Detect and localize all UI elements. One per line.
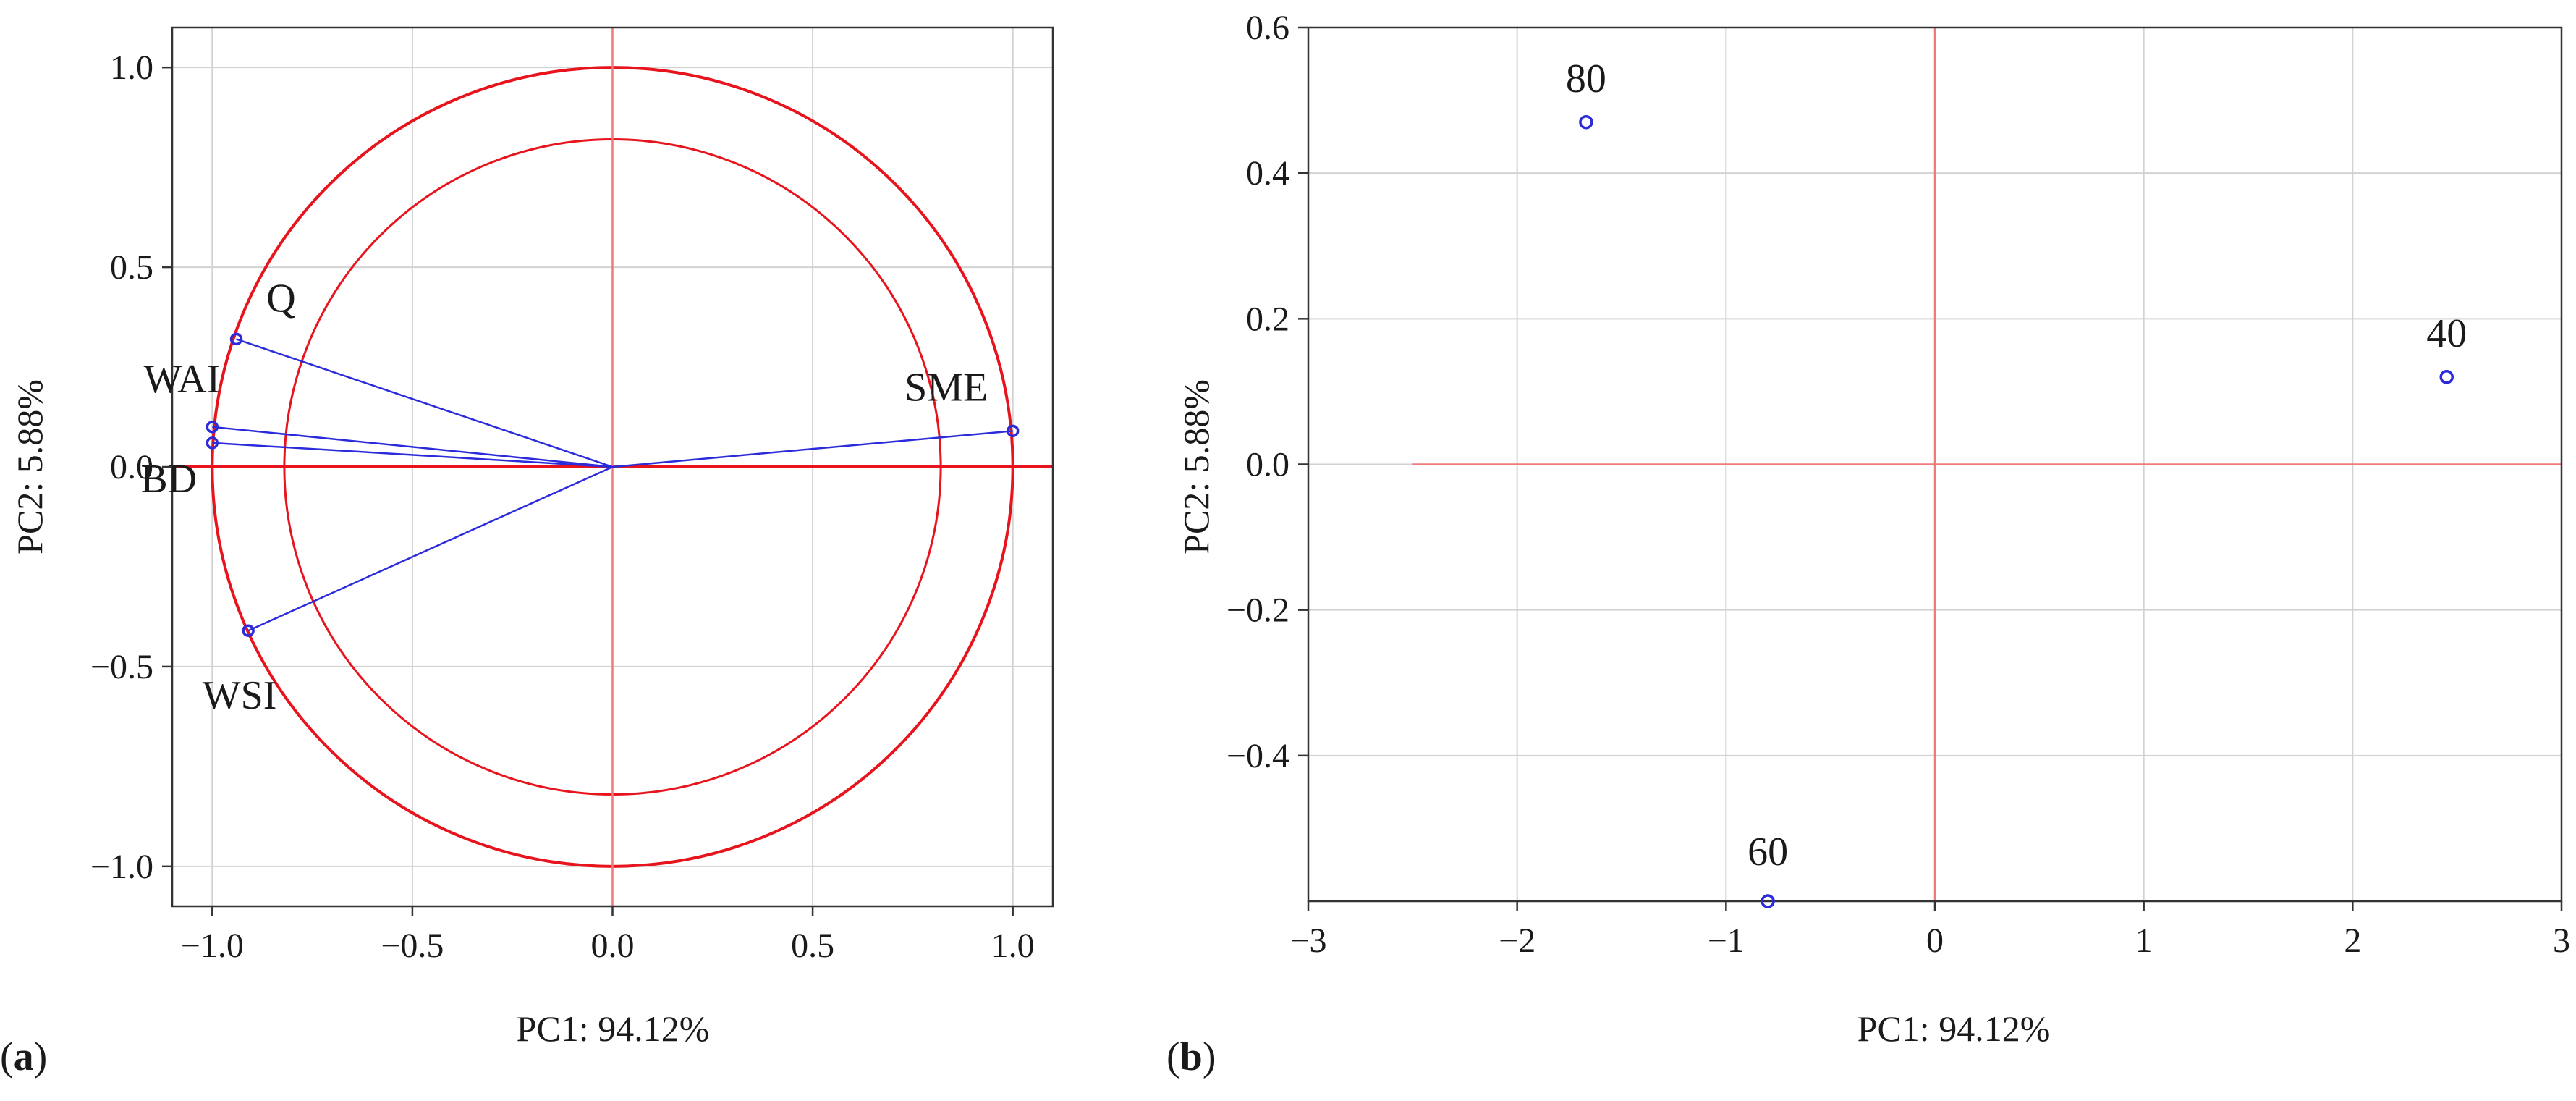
y-tick-label: 0.2 xyxy=(1246,300,1289,338)
y-tick-label: −0.2 xyxy=(1226,591,1289,630)
x-tick-label: −1 xyxy=(1708,921,1745,960)
y-tick-label: −0.5 xyxy=(90,648,153,686)
point-sme xyxy=(1006,424,1020,438)
point-wai xyxy=(206,421,219,434)
point-label-wsi: WSI xyxy=(203,673,277,718)
x-tick-label: −0.5 xyxy=(381,927,444,965)
y-tick-label: 0.0 xyxy=(110,448,153,486)
x-tick-label: 0.5 xyxy=(791,927,834,965)
y-tick-label: 1.0 xyxy=(110,48,153,87)
x-tick-label: −2 xyxy=(1499,921,1535,960)
vector-bd xyxy=(212,442,613,468)
panel-letter: b xyxy=(1180,1034,1203,1079)
vector-wsi xyxy=(247,465,614,632)
vector-wai xyxy=(212,426,613,468)
x-axis-title: PC1: 94.12% xyxy=(1857,1008,2051,1049)
chart-panel-b: 80 40 60 −3 −2 −1 0 1 2 3 −0.4 −0.2 0.0 0.2 0.4 0.6 PC1:… xyxy=(1166,9,2570,1079)
chart-panel-a: Q WAI BD WSI SME −1.0 −0.5 0.0 0.5 1.0 −1.0 −0.5 0.0… xyxy=(0,26,1054,1079)
x-tick-label: −3 xyxy=(1289,921,1326,960)
x-tick-label: 1.0 xyxy=(991,927,1035,965)
point-label-sme: SME xyxy=(904,365,988,410)
x-tick-label: 0.0 xyxy=(591,927,635,965)
point-label-40: 40 xyxy=(2426,311,2467,356)
panel-letter: a xyxy=(14,1034,34,1079)
point-label-80: 80 xyxy=(1566,56,1606,101)
y-tick-label: −1.0 xyxy=(90,848,153,886)
y-tick-label: 0.5 xyxy=(110,248,153,287)
x-axis-title: PC1: 94.12% xyxy=(517,1008,710,1049)
x-tick-label: 2 xyxy=(2344,921,2361,960)
point-40 xyxy=(2439,370,2454,384)
point-bd xyxy=(206,436,219,450)
x-tick-label: 3 xyxy=(2553,921,2570,960)
y-axis-title: PC2: 5.88% xyxy=(1176,379,1216,554)
x-tick-label: −1.0 xyxy=(181,927,244,965)
point-wsi xyxy=(242,624,255,637)
point-label-q: Q xyxy=(266,276,295,321)
point-60 xyxy=(1761,894,1775,908)
x-tick-label: 1 xyxy=(2135,921,2153,960)
point-80 xyxy=(1579,115,1593,130)
y-tick-label: 0.4 xyxy=(1246,154,1289,193)
y-axis-title: PC2: 5.88% xyxy=(9,379,50,554)
y-tick-label: −0.4 xyxy=(1226,737,1289,775)
vector-q xyxy=(236,338,613,468)
panel-label: (b) xyxy=(1166,1034,1216,1079)
y-tick-label: 0.0 xyxy=(1246,446,1289,484)
point-label-bd: BD xyxy=(140,457,197,502)
point-q xyxy=(229,332,243,346)
plot-area xyxy=(1412,28,2562,901)
x-tick-label: 0 xyxy=(1926,921,1944,960)
point-label-60: 60 xyxy=(1747,830,1788,874)
panel-label: (a) xyxy=(0,1034,47,1079)
plot-area xyxy=(172,28,1053,906)
y-tick-label: 0.6 xyxy=(1246,9,1289,47)
point-label-wai: WAI xyxy=(143,357,220,402)
vector-sme xyxy=(612,430,1013,468)
